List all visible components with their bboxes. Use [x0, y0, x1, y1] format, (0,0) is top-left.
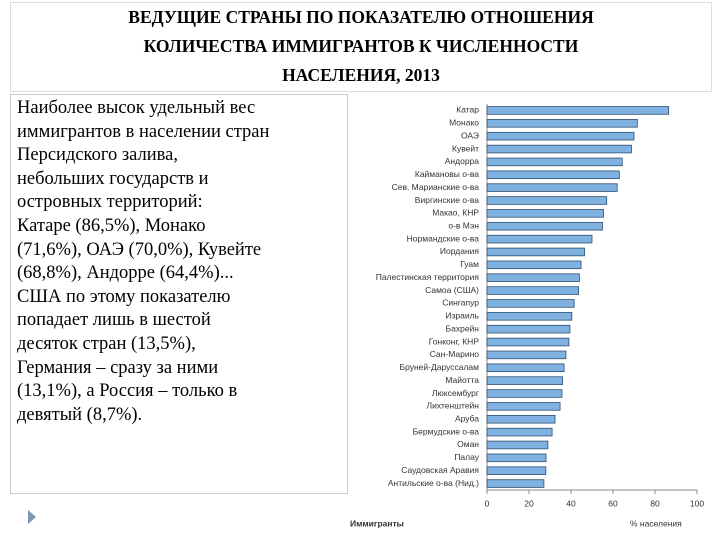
- y-tick-label: Бахрейн: [446, 323, 480, 333]
- bar: [486, 453, 547, 463]
- bar: [486, 337, 570, 347]
- bar: [486, 427, 553, 437]
- text-line: (68,8%), Андорре (64,4%)...: [17, 263, 234, 284]
- y-tick-label: Гуам: [460, 259, 479, 269]
- text-line: США по этому показателю: [17, 286, 231, 307]
- bar: [486, 363, 565, 373]
- bar: [486, 119, 638, 128]
- x-tick-label: 40: [566, 498, 576, 508]
- bar: [486, 414, 556, 424]
- bar: [486, 144, 632, 154]
- y-tick-label: Виргинские о-ва: [415, 195, 479, 205]
- text-line: иммигрантов в населении стран: [17, 121, 270, 142]
- title-line: КОЛИЧЕСТВА ИММИГРАНТОВ К ЧИСЛЕННОСТИ: [143, 36, 579, 56]
- y-tick-label: ОАЭ: [461, 130, 479, 140]
- text-line: девятый (8,7%).: [17, 404, 143, 425]
- title-line: НАСЕЛЕНИЯ, 2013: [282, 65, 440, 85]
- y-tick-label: Гонконг, КНР: [429, 336, 480, 346]
- title-line: ВЕДУЩИЕ СТРАНЫ ПО ПОКАЗАТЕЛЮ ОТНОШЕНИЯ: [128, 7, 594, 27]
- y-tick-label: Кувейт: [452, 143, 479, 153]
- y-tick-label: Иордания: [440, 246, 479, 256]
- x-axis-label: % населения: [630, 518, 682, 528]
- slide-title: ВЕДУЩИЕ СТРАНЫ ПО ПОКАЗАТЕЛЮ ОТНОШЕНИЯ КО…: [10, 2, 712, 92]
- text-line: десяток стран (13,5%),: [17, 333, 196, 354]
- bar: [486, 376, 563, 385]
- decoration: [28, 510, 36, 524]
- bar: [486, 157, 623, 167]
- text-line: попадает лишь в шестой: [17, 310, 211, 331]
- bar: [486, 247, 586, 257]
- y-tick-label: Палестинская территория: [376, 272, 480, 282]
- bar: [486, 324, 571, 334]
- y-tick-label: Бруней-Даруссалам: [400, 362, 480, 372]
- x-tick-label: 0: [485, 498, 490, 508]
- series-label: Иммигранты: [350, 518, 404, 528]
- bar: [486, 131, 635, 141]
- bar: [486, 389, 563, 398]
- bar: [486, 196, 608, 205]
- y-tick-label: Монако: [449, 118, 479, 128]
- y-tick-label: Палау: [454, 452, 479, 462]
- y-tick-label: Сан-Марино: [430, 349, 480, 359]
- y-tick-label: Люксембург: [432, 388, 479, 398]
- y-tick-label: Лихтенштейн: [427, 401, 480, 411]
- y-tick-label: о-в Мэн: [448, 220, 479, 230]
- x-tick-label: 20: [524, 498, 534, 508]
- text-line: (71,6%), ОАЭ (70,0%), Кувейте: [17, 239, 262, 260]
- y-tick-label: Майотта: [445, 375, 479, 385]
- bar: [486, 221, 603, 231]
- bar: [486, 183, 618, 192]
- x-tick-label: 60: [608, 498, 618, 508]
- text-line: небольших государств и: [17, 168, 209, 189]
- y-tick-label: Сев. Марианские о-ва: [392, 182, 480, 192]
- bar: [486, 479, 545, 488]
- y-tick-label: Антильские о-ва (Нид.): [388, 478, 479, 488]
- text-line: Германия – сразу за ними: [17, 357, 219, 378]
- bar: [486, 286, 579, 295]
- y-tick-label: Оман: [457, 439, 479, 449]
- bar: [486, 234, 593, 244]
- y-tick-label: Каймановы о-ва: [415, 169, 479, 179]
- y-tick-label: Израиль: [445, 311, 479, 321]
- bar: [486, 466, 547, 475]
- bar: [486, 312, 573, 321]
- bar: [486, 299, 575, 308]
- text-line: островных территорий:: [17, 192, 203, 213]
- y-tick-label: Андорра: [445, 156, 480, 166]
- y-tick-label: Сингапур: [442, 298, 479, 308]
- y-tick-label: Макао, КНР: [432, 208, 479, 218]
- bar: [486, 273, 580, 282]
- y-tick-label: Катар: [456, 105, 479, 115]
- bar: [486, 440, 549, 450]
- text-line: Наиболее высок удельный вес: [17, 98, 256, 118]
- y-tick-label: Саудовская Аравия: [401, 465, 479, 475]
- y-tick-label: Бермудские о-ва: [413, 426, 480, 436]
- bar: [486, 260, 582, 270]
- x-tick-label: 80: [650, 498, 660, 508]
- body-text: Наиболее высок удельный вес иммигрантов в…: [10, 94, 348, 494]
- bar: [486, 350, 567, 360]
- text-line: Персидского залива,: [17, 145, 178, 166]
- bar: [486, 209, 604, 218]
- text-line: Катаре (86,5%), Монако: [17, 215, 206, 236]
- bar: [486, 170, 620, 180]
- y-tick-label: Самоа (США): [425, 285, 479, 295]
- y-tick-label: Нормандские о-ва: [407, 233, 480, 243]
- bar: [486, 106, 670, 115]
- y-tick-label: Аруба: [455, 413, 479, 423]
- x-tick-label: 100: [690, 498, 704, 508]
- bar: [486, 402, 561, 411]
- text-line: (13,1%), а Россия – только в: [17, 381, 238, 402]
